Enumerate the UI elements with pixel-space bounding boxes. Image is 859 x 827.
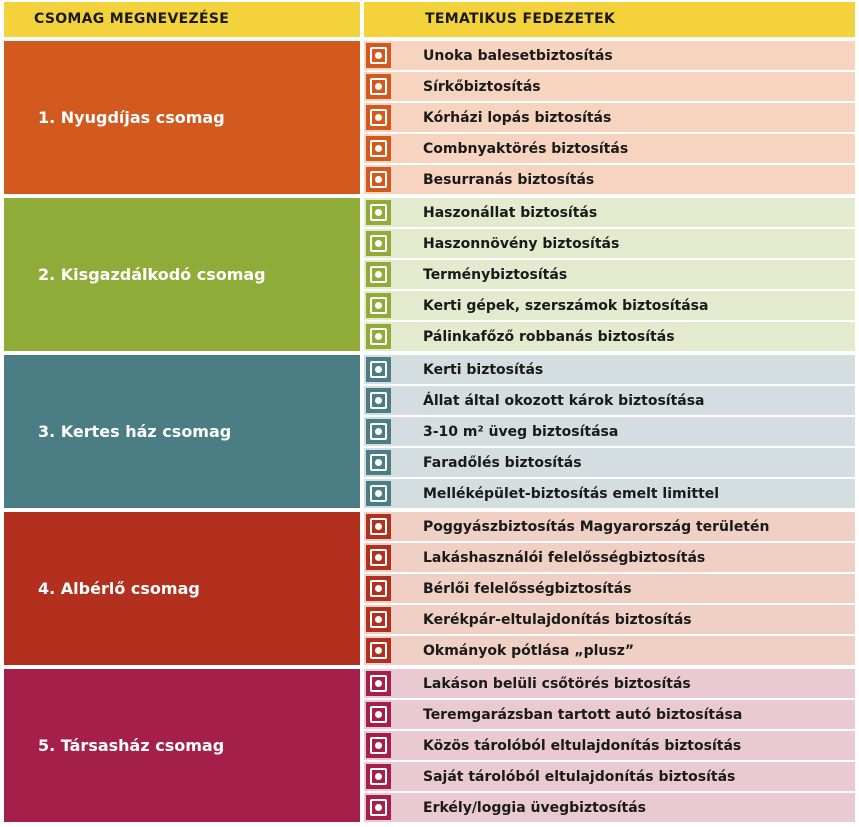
coverage-icon [366,671,391,696]
coverage-icon [366,450,391,475]
coverage-row: Melléképület-biztosítás emelt limittel [364,479,855,508]
coverage-name: Poggyászbiztosítás Magyarország területé… [423,518,770,535]
coverage-icon [366,419,391,444]
package-name: 4. Albérlő csomag [4,512,360,665]
coverage-row: Sírkőbiztosítás [364,72,855,101]
coverage-row: Haszonállat biztosítás [364,198,855,227]
coverage-icon [366,324,391,349]
coverage-name: 3-10 m² üveg biztosítása [423,423,619,440]
package-name: 3. Kertes ház csomag [4,355,360,508]
coverage-row: Kerékpár-eltulajdonítás biztosítás [364,605,855,634]
coverage-icon [366,167,391,192]
package-name: 1. Nyugdíjas csomag [4,41,360,194]
header-coverage: TEMATIKUS FEDEZETEK [364,2,855,37]
coverage-icon [366,293,391,318]
coverage-row: Bérlői felelősségbiztosítás [364,574,855,603]
package-name: 2. Kisgazdálkodó csomag [4,198,360,351]
coverage-icon [366,74,391,99]
coverage-row: Lakáshasználói felelősségbiztosítás [364,543,855,572]
coverage-row: Lakáson belüli csőtörés biztosítás [364,669,855,698]
coverage-name: Combnyaktörés biztosítás [423,140,629,157]
coverage-row: Kórházi lopás biztosítás [364,103,855,132]
coverage-name: Erkély/loggia üvegbiztosítás [423,799,647,816]
coverage-row: Teremgarázsban tartott autó biztosítása [364,700,855,729]
coverage-name: Teremgarázsban tartott autó biztosítása [423,706,743,723]
coverage-name: Faradőlés biztosítás [423,454,582,471]
coverage-row: Közös tárolóból eltulajdonítás biztosítá… [364,731,855,760]
coverage-icon [366,262,391,287]
coverage-icon [366,733,391,758]
coverage-name: Lakáson belüli csőtörés biztosítás [423,675,691,692]
coverage-icon [366,136,391,161]
coverage-row: Haszonnövény biztosítás [364,229,855,258]
coverage-row: Poggyászbiztosítás Magyarország területé… [364,512,855,541]
coverage-row: Terménybiztosítás [364,260,855,289]
coverage-name: Lakáshasználói felelősségbiztosítás [423,549,706,566]
coverage-icon [366,607,391,632]
coverage-row: Kerti gépek, szerszámok biztosítása [364,291,855,320]
coverage-row: Unoka balesetbiztosítás [364,41,855,70]
coverage-row: Saját tárolóból eltulajdonítás biztosítá… [364,762,855,791]
coverage-icon [366,638,391,663]
coverage-icon [366,795,391,820]
coverage-name: Kerti gépek, szerszámok biztosítása [423,297,709,314]
coverage-icon [366,514,391,539]
coverage-name: Unoka balesetbiztosítás [423,47,613,64]
coverage-name: Haszonnövény biztosítás [423,235,620,252]
coverage-icon [366,388,391,413]
coverage-name: Melléképület-biztosítás emelt limittel [423,485,720,502]
coverage-name: Terménybiztosítás [423,266,568,283]
coverage-name: Sírkőbiztosítás [423,78,541,95]
header-package: CSOMAG MEGNEVEZÉSE [4,2,360,37]
coverage-icon [366,576,391,601]
coverage-name: Okmányok pótlása „plusz” [423,642,635,659]
coverage-name: Kerékpár-eltulajdonítás biztosítás [423,611,692,628]
coverage-row: Besurranás biztosítás [364,165,855,194]
coverage-row: 3-10 m² üveg biztosítása [364,417,855,446]
coverage-name: Pálinkafőző robbanás biztosítás [423,328,675,345]
coverage-icon [366,200,391,225]
coverage-name: Saját tárolóból eltulajdonítás biztosítá… [423,768,736,785]
coverage-row: Kerti biztosítás [364,355,855,384]
coverage-name: Bérlői felelősségbiztosítás [423,580,632,597]
coverage-row: Pálinkafőző robbanás biztosítás [364,322,855,351]
coverage-row: Faradőlés biztosítás [364,448,855,477]
coverage-icon [366,545,391,570]
coverage-icon [366,764,391,789]
coverage-icon [366,481,391,506]
coverage-name: Közös tárolóból eltulajdonítás biztosítá… [423,737,742,754]
coverage-icon [366,105,391,130]
coverage-icon [366,357,391,382]
coverage-name: Haszonállat biztosítás [423,204,598,221]
coverage-icon [366,231,391,256]
coverage-name: Kerti biztosítás [423,361,544,378]
coverage-row: Állat által okozott károk biztosítása [364,386,855,415]
coverage-name: Állat által okozott károk biztosítása [423,392,705,409]
package-name: 5. Társasház csomag [4,669,360,822]
coverage-icon [366,702,391,727]
coverage-row: Combnyaktörés biztosítás [364,134,855,163]
coverage-name: Kórházi lopás biztosítás [423,109,612,126]
coverage-name: Besurranás biztosítás [423,171,595,188]
coverage-icon [366,43,391,68]
coverage-row: Okmányok pótlása „plusz” [364,636,855,665]
coverage-row: Erkély/loggia üvegbiztosítás [364,793,855,822]
